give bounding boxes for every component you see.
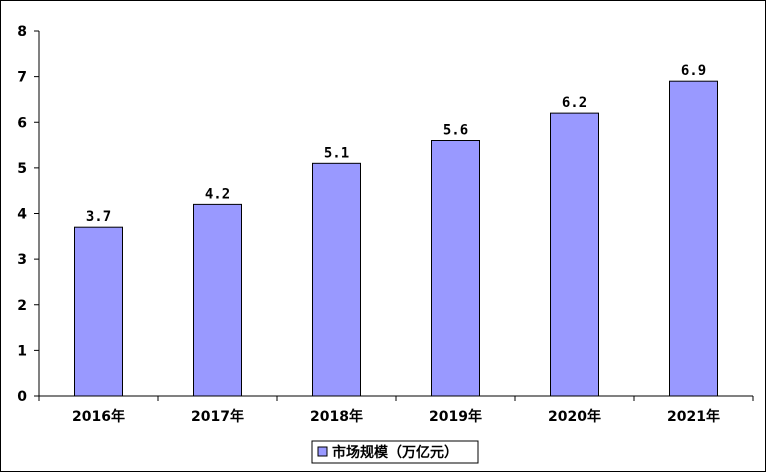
x-tick-label: 2016年 bbox=[72, 408, 125, 425]
data-label: 4.2 bbox=[205, 186, 230, 202]
y-tick-label: 1 bbox=[17, 343, 27, 359]
legend-label: 市场规模（万亿元） bbox=[332, 444, 458, 461]
data-label: 6.9 bbox=[681, 63, 706, 79]
y-tick-label: 3 bbox=[17, 252, 27, 268]
x-tick-label: 2021年 bbox=[667, 408, 720, 425]
bar bbox=[312, 162, 361, 397]
bar bbox=[550, 112, 599, 397]
y-tick-label: 4 bbox=[17, 207, 27, 223]
bar bbox=[193, 203, 242, 397]
data-label: 5.1 bbox=[324, 145, 349, 161]
bar bbox=[74, 226, 123, 397]
data-label: 5.6 bbox=[443, 123, 468, 139]
legend-box bbox=[311, 440, 479, 464]
bar bbox=[669, 80, 718, 397]
y-tick-label: 2 bbox=[17, 298, 27, 314]
legend-swatch bbox=[317, 446, 328, 457]
y-tick-label: 0 bbox=[17, 389, 27, 405]
x-tick-label: 2017年 bbox=[191, 408, 244, 425]
data-label: 3.7 bbox=[86, 209, 111, 225]
x-tick-label: 2019年 bbox=[429, 408, 482, 425]
x-axis: 2016年 2017年 2018年 2019年 2020年 2021年 bbox=[38, 395, 754, 425]
bars: 3.7 4.2 5.1 5.6 6.2 6.9 bbox=[74, 63, 718, 397]
y-tick-label: 5 bbox=[17, 161, 27, 177]
y-tick-label: 8 bbox=[17, 24, 27, 40]
y-tick-label: 7 bbox=[17, 70, 27, 86]
bar bbox=[431, 140, 480, 397]
data-label: 6.2 bbox=[562, 95, 587, 111]
legend: 市场规模（万亿元） bbox=[311, 440, 479, 464]
x-tick-label: 2018年 bbox=[310, 408, 363, 425]
x-tick-label: 2020年 bbox=[548, 408, 601, 425]
y-axis: 0 1 2 3 4 5 6 7 8 bbox=[17, 24, 40, 405]
y-tick-label: 6 bbox=[17, 115, 27, 131]
